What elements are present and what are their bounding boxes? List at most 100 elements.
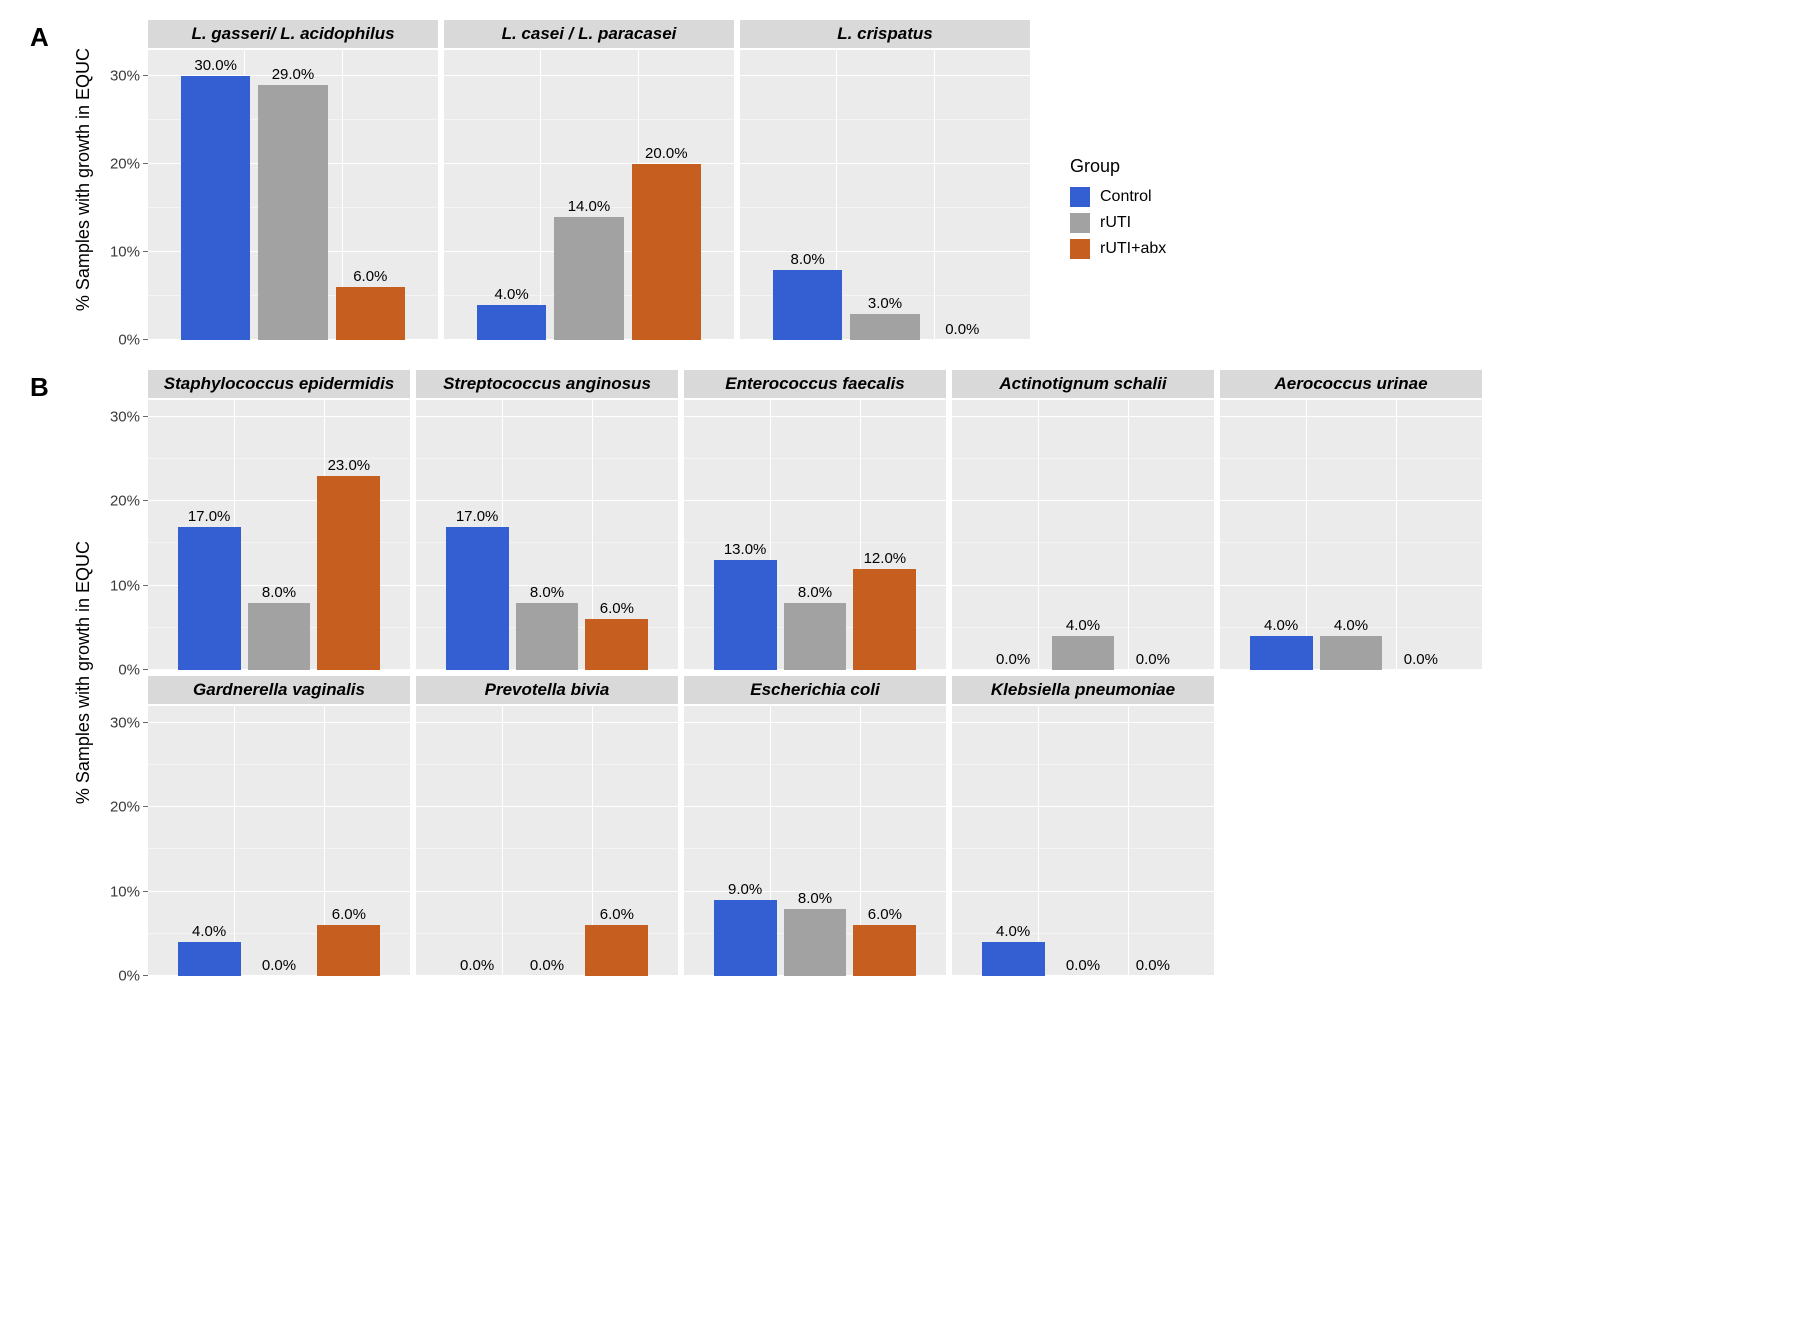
y-tick-label: 0% — [118, 662, 148, 679]
bar-value-label: 0.0% — [1136, 651, 1170, 668]
bar — [248, 603, 311, 671]
facet: Prevotella bivia0.0%0.0%6.0% — [416, 676, 678, 976]
legend-item: Control — [1070, 187, 1166, 207]
bar-value-label: 0.0% — [530, 957, 564, 974]
facet-title: Staphylococcus epidermidis — [148, 370, 410, 400]
bar-value-label: 14.0% — [568, 198, 611, 215]
bar-value-label: 3.0% — [868, 295, 902, 312]
facet-plot: 0%10%20%30%4.0%0.0%6.0% — [148, 706, 410, 976]
facet-title: Prevotella bivia — [416, 676, 678, 706]
facet-plot: 0%10%20%30%17.0%8.0%23.0% — [148, 400, 410, 670]
y-tick-label: 30% — [110, 68, 148, 85]
legend-swatch — [1070, 187, 1090, 207]
panel-letter-b: B — [30, 370, 66, 403]
facet: L. crispatus8.0%3.0%0.0% — [740, 20, 1030, 340]
bar-value-label: 12.0% — [864, 550, 907, 567]
bar — [784, 603, 847, 671]
bar-value-label: 17.0% — [456, 508, 499, 525]
facet-plot: 4.0% 14.0% 20.0% — [444, 50, 734, 340]
bar-value-label: 6.0% — [600, 906, 634, 923]
facet-title: L. gasseri/ L. acidophilus — [148, 20, 438, 50]
facet-plot: 4.0%4.0%0.0% — [1220, 400, 1482, 670]
bar — [178, 942, 241, 976]
bar — [585, 619, 648, 670]
bar — [516, 603, 579, 671]
facet-plot: 0%10%20%30%30.0%29.0%6.0% — [148, 50, 438, 340]
bar — [336, 287, 406, 340]
facet-plot: 8.0% 3.0% 0.0% — [740, 50, 1030, 340]
bar-value-label: 4.0% — [495, 286, 529, 303]
bar — [317, 925, 380, 976]
bar-value-label: 0.0% — [945, 321, 979, 338]
bar — [853, 925, 916, 976]
bar — [585, 925, 648, 976]
y-tick-label: 30% — [110, 408, 148, 425]
bar-value-label: 4.0% — [192, 923, 226, 940]
bar-value-label: 23.0% — [328, 457, 371, 474]
bar-value-label: 6.0% — [600, 600, 634, 617]
bar — [982, 942, 1045, 976]
bar — [632, 164, 702, 340]
legend-swatch — [1070, 239, 1090, 259]
bar-value-label: 6.0% — [868, 906, 902, 923]
bar-value-label: 0.0% — [1066, 957, 1100, 974]
bar — [1052, 636, 1115, 670]
legend-label: rUTI+abx — [1100, 240, 1166, 258]
y-axis-label: % Samples with growth in EQUC — [73, 541, 94, 804]
legend-item: rUTI+abx — [1070, 239, 1166, 259]
bar — [714, 560, 777, 670]
bar-value-label: 0.0% — [1404, 651, 1438, 668]
bar-value-label: 13.0% — [724, 541, 767, 558]
bar — [773, 270, 843, 340]
bar-value-label: 20.0% — [645, 145, 688, 162]
bar-value-label: 8.0% — [798, 890, 832, 907]
bar-value-label: 8.0% — [798, 584, 832, 601]
bar-value-label: 0.0% — [262, 957, 296, 974]
bar — [554, 217, 624, 340]
facet-title: Aerococcus urinae — [1220, 370, 1482, 400]
facet-title: L. casei / L. paracasei — [444, 20, 734, 50]
legend-label: rUTI — [1100, 214, 1131, 232]
facet: L. gasseri/ L. acidophilus0%10%20%30%30.… — [148, 20, 438, 340]
y-tick-label: 20% — [110, 799, 148, 816]
bar-value-label: 4.0% — [1334, 617, 1368, 634]
legend-swatch — [1070, 213, 1090, 233]
y-tick-label: 0% — [118, 968, 148, 985]
legend-item: rUTI — [1070, 213, 1166, 233]
facet: L. casei / L. paracasei 4.0% 14.0% 20.0% — [444, 20, 734, 340]
bar — [258, 85, 328, 340]
facet-title: Gardnerella vaginalis — [148, 676, 410, 706]
section-b: B % Samples with growth in EQUC Staphyloco… — [30, 370, 1770, 976]
bar-value-label: 8.0% — [262, 584, 296, 601]
facet: Aerococcus urinae4.0%4.0%0.0% — [1220, 370, 1482, 670]
facet: Klebsiella pneumoniae4.0%0.0%0.0% — [952, 676, 1214, 976]
bar — [1320, 636, 1383, 670]
bar — [850, 314, 920, 340]
facet: Staphylococcus epidermidis0%10%20%30%17.… — [148, 370, 410, 670]
y-tick-label: 20% — [110, 156, 148, 173]
legend: GroupControlrUTIrUTI+abx — [1070, 156, 1166, 265]
bar — [784, 909, 847, 977]
bar — [1250, 636, 1313, 670]
facet: Actinotignum schalii0.0%4.0%0.0% — [952, 370, 1214, 670]
facet-title: Escherichia coli — [684, 676, 946, 706]
section-a: A% Samples with growth in EQUCL. gasseri… — [30, 20, 1770, 340]
bar — [446, 527, 509, 670]
facet: Gardnerella vaginalis0%10%20%30%4.0%0.0%… — [148, 676, 410, 976]
facet-plot: 0.0%0.0%6.0% — [416, 706, 678, 976]
bar — [317, 476, 380, 670]
bar-value-label: 9.0% — [728, 881, 762, 898]
facet: Escherichia coli 9.0% 8.0% 6.0% — [684, 676, 946, 976]
bar — [477, 305, 547, 340]
bar-value-label: 4.0% — [1066, 617, 1100, 634]
bar — [714, 900, 777, 976]
bar-value-label: 8.0% — [530, 584, 564, 601]
y-tick-label: 0% — [118, 332, 148, 349]
bar — [181, 76, 251, 340]
y-tick-label: 10% — [110, 244, 148, 261]
facet-plot: 0.0%4.0%0.0% — [952, 400, 1214, 670]
bar-value-label: 8.0% — [791, 251, 825, 268]
facet-title: Actinotignum schalii — [952, 370, 1214, 400]
facet: Streptococcus anginosus17.0%8.0%6.0% — [416, 370, 678, 670]
bar-value-label: 17.0% — [188, 508, 231, 525]
